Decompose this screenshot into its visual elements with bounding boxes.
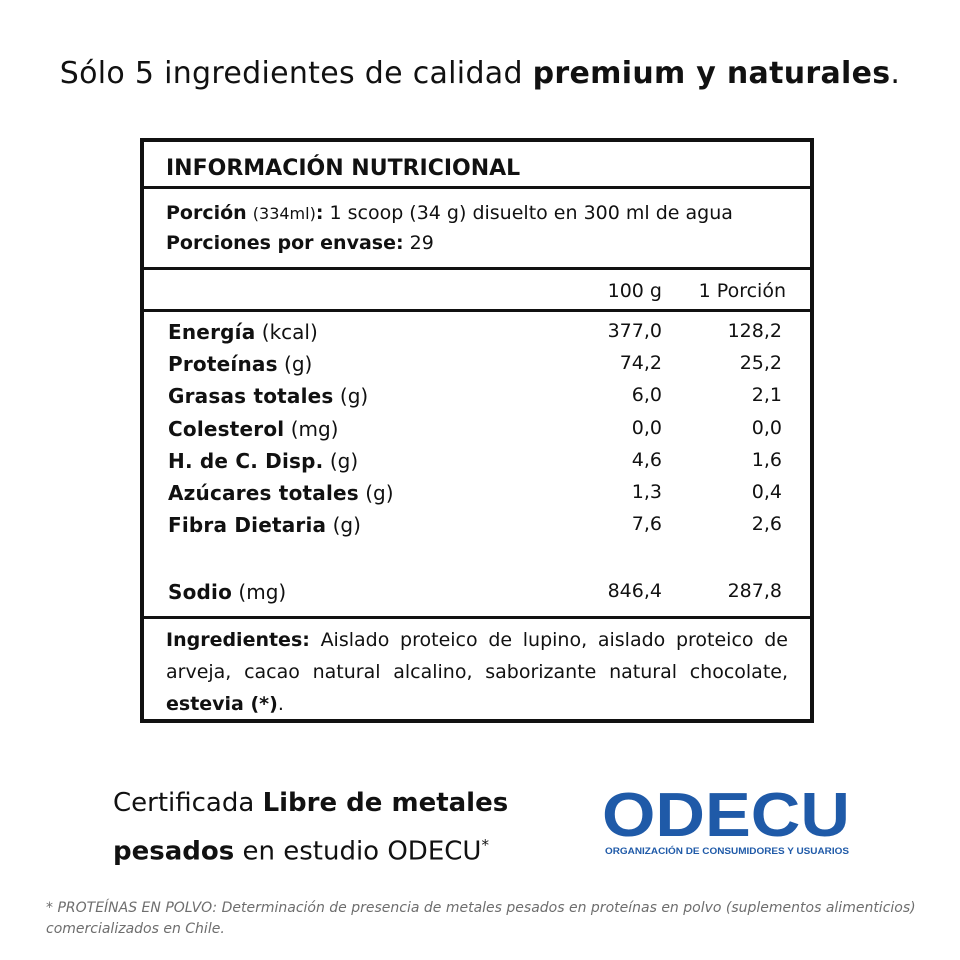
nutrient-label: Energía: [168, 320, 256, 344]
servings-value: 29: [409, 232, 434, 254]
cert-mark: *: [481, 836, 489, 854]
nutrient-unit: (g): [339, 384, 369, 408]
nutrient-unit: (mg): [290, 417, 339, 441]
divider: [144, 267, 810, 270]
col-header-portion: 1 Porción: [698, 280, 786, 302]
portion-volume: (334ml): [252, 204, 316, 223]
nutrient-name: Proteínas (g): [168, 352, 312, 376]
nutrient-row: Fibra Dietaria (g) 7,6 2,6: [144, 513, 810, 543]
portion-line: Porción (334ml): 1 scoop (34 g) disuelto…: [166, 202, 733, 224]
value-per-portion: 128,2: [727, 320, 782, 342]
nutrient-label: Azúcares totales: [168, 481, 359, 505]
nutrient-unit: (g): [332, 513, 361, 537]
ingredients-bold-end: estevia (*): [166, 693, 278, 715]
ingredients-text: Aislado proteico de lupino, aislado prot…: [166, 629, 788, 683]
nutrient-label: H. de C. Disp.: [168, 449, 324, 473]
certification-text: Certificada Libre de metales pesados en e…: [113, 782, 553, 873]
nutrient-name: Grasas totales (g): [168, 384, 368, 408]
cert-post: en estudio ODECU: [242, 836, 482, 867]
nutrient-label: Sodio: [168, 580, 233, 604]
cert-pre: Certificada: [113, 788, 255, 818]
divider: [144, 616, 810, 619]
value-per-portion: 287,8: [727, 580, 782, 602]
value-per-portion: 2,6: [751, 513, 782, 535]
nutrient-name: Colesterol (mg): [168, 417, 338, 441]
nutrient-unit: (kcal): [261, 320, 318, 344]
value-per-100g: 6,0: [631, 384, 662, 406]
value-per-100g: 4,6: [631, 449, 662, 471]
nutrient-unit: (mg): [238, 580, 287, 604]
value-per-portion: 1,6: [751, 449, 782, 471]
ingredients-end: .: [277, 693, 284, 715]
nutrient-row: Energía (kcal) 377,0 128,2: [144, 320, 810, 350]
nutrient-label: Fibra Dietaria: [168, 513, 327, 537]
value-per-100g: 0,0: [631, 417, 662, 439]
nutrition-title: INFORMACIÓN NUTRICIONAL: [166, 156, 521, 181]
headline: Sólo 5 ingredientes de calidad premium y…: [0, 56, 960, 91]
nutrient-row: Sodio (mg) 846,4 287,8: [144, 580, 810, 610]
nutrient-name: Energía (kcal): [168, 320, 318, 344]
headline-end: .: [890, 56, 901, 91]
nutrient-unit: (g): [284, 352, 313, 376]
nutrient-row: Colesterol (mg) 0,0 0,0: [144, 417, 810, 447]
servings-label: Porciones por envase:: [166, 232, 404, 254]
nutrient-label: Grasas totales: [168, 384, 334, 408]
odecu-tagline: ORGANIZACIÓN DE CONSUMIDORES Y USUARIOS: [605, 845, 849, 857]
col-header-100g: 100 g: [607, 280, 662, 302]
cert-bold1: Libre de metales: [262, 788, 509, 818]
servings-line: Porciones por envase: 29: [166, 232, 434, 254]
nutrient-unit: (g): [329, 449, 359, 473]
nutrient-name: Azúcares totales (g): [168, 481, 394, 505]
value-per-100g: 846,4: [607, 580, 662, 602]
value-per-100g: 74,2: [619, 352, 662, 374]
value-per-portion: 2,1: [751, 384, 782, 406]
cert-bold2: pesados: [113, 836, 235, 867]
odecu-wordmark: ODECU: [602, 786, 850, 850]
nutrient-row: H. de C. Disp. (g) 4,6 1,6: [144, 449, 810, 479]
divider: [144, 186, 810, 189]
value-per-100g: 7,6: [631, 513, 662, 535]
nutrient-label: Colesterol: [168, 417, 285, 441]
footnote: * PROTEÍNAS EN POLVO: Determinación de p…: [46, 900, 916, 937]
portion-label: Porción: [166, 202, 247, 224]
value-per-100g: 1,3: [631, 481, 662, 503]
value-per-portion: 0,0: [751, 417, 782, 439]
nutrient-row: Azúcares totales (g) 1,3 0,4: [144, 481, 810, 511]
ingredients-block: Ingredientes: Aislado proteico de lupino…: [166, 624, 788, 720]
nutrient-name: Sodio (mg): [168, 580, 286, 604]
headline-normal: Sólo 5 ingredientes de calidad: [59, 56, 523, 91]
value-per-portion: 25,2: [739, 352, 782, 374]
nutrient-name: Fibra Dietaria (g): [168, 513, 361, 537]
portion-sep: :: [315, 202, 324, 224]
divider: [144, 309, 810, 312]
nutrient-label: Proteínas: [168, 352, 278, 376]
odecu-logo: ODECU ORGANIZACIÓN DE CONSUMIDORES Y USU…: [602, 786, 850, 857]
ingredients-label: Ingredientes:: [166, 629, 310, 651]
value-per-100g: 377,0: [607, 320, 662, 342]
portion-description: 1 scoop (34 g) disuelto en 300 ml de agu…: [329, 202, 733, 224]
value-per-portion: 0,4: [751, 481, 782, 503]
headline-bold: premium y naturales: [532, 56, 891, 91]
nutrient-row: Grasas totales (g) 6,0 2,1: [144, 384, 810, 414]
nutrient-row: Proteínas (g) 74,2 25,2: [144, 352, 810, 382]
nutrient-name: H. de C. Disp. (g): [168, 449, 358, 473]
nutrition-label: INFORMACIÓN NUTRICIONAL Porción (334ml):…: [140, 138, 814, 723]
nutrient-unit: (g): [365, 481, 394, 505]
